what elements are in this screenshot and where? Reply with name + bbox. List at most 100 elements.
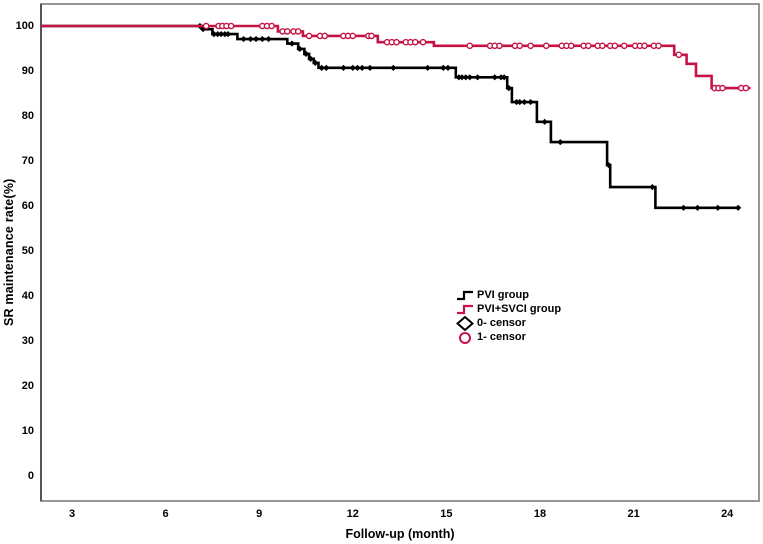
y-tick-label: 80 xyxy=(21,110,34,122)
diamond-censor-mark xyxy=(505,85,512,92)
y-tick-label: 0 xyxy=(27,470,34,482)
circle-legend-glyph-icon xyxy=(459,331,471,344)
diamond-censor-mark xyxy=(210,31,218,38)
diamond-censor-mark xyxy=(302,50,310,57)
diamond-censor-mark xyxy=(444,64,452,71)
diamond-censor-mark xyxy=(605,161,612,169)
diamond-legend-glyph-icon xyxy=(456,315,475,331)
diamond-censor-mark xyxy=(296,45,303,53)
y-tick-label: 50 xyxy=(21,245,34,257)
diamond-censor-mark xyxy=(247,35,254,43)
diamond-censor-mark xyxy=(491,74,498,81)
legend-item-1-censor: 1- censor xyxy=(456,330,561,344)
legend-item-0-censor: 0- censor xyxy=(456,315,561,331)
circle-censor-mark xyxy=(349,32,357,40)
diamond-censor-mark xyxy=(359,64,366,71)
diamond-censor-mark xyxy=(214,31,221,38)
legend-label: 1- censor xyxy=(477,331,526,343)
circle-censor-mark xyxy=(585,42,592,50)
circle-censor-mark xyxy=(655,42,662,50)
circle-censor-mark xyxy=(294,28,302,35)
diamond-censor-mark xyxy=(265,35,272,43)
circle-censor-mark xyxy=(202,22,210,30)
x-axis-title: Follow-up (month) xyxy=(345,527,455,541)
circle-censor-mark xyxy=(368,32,375,40)
circle-censor-mark xyxy=(675,51,683,59)
x-tick-label: 12 xyxy=(346,508,359,520)
diamond-censor-mark xyxy=(366,64,374,71)
diamond-censor-mark xyxy=(455,74,462,81)
diamond-censor-mark xyxy=(312,59,319,66)
step-legend-glyph-icon xyxy=(457,290,473,300)
diamond-censor-mark xyxy=(527,98,534,106)
diamond-censor-mark xyxy=(354,64,361,71)
circle-censor-mark xyxy=(567,42,575,50)
diamond-censor-mark xyxy=(513,98,520,106)
x-tick-label: 6 xyxy=(162,508,169,520)
diamond-censor-mark xyxy=(466,74,473,81)
x-tick-label: 24 xyxy=(721,508,734,520)
circle-censor-mark xyxy=(542,42,550,50)
diamond-censor-mark xyxy=(474,74,481,81)
legend-item-pvi-svci-group: PVI+SVCI group xyxy=(456,302,561,316)
y-tick-label: 30 xyxy=(21,335,34,347)
diamond-censor-mark xyxy=(501,74,508,81)
legend-label: PVI+SVCI group xyxy=(477,303,562,315)
circle-censor-mark xyxy=(611,42,619,50)
diamond-censor-mark xyxy=(516,98,523,106)
y-tick-label: 100 xyxy=(15,20,34,32)
diamond-censor-mark xyxy=(323,64,330,71)
diamond-censor-mark xyxy=(307,55,314,62)
plot-area xyxy=(40,3,760,502)
circle-censor-mark xyxy=(283,28,291,35)
y-tick-label: 20 xyxy=(21,380,34,392)
legend-label: 0- censor xyxy=(477,317,526,329)
diamond-censor-mark xyxy=(221,31,228,38)
y-tick-label: 70 xyxy=(21,155,34,167)
diamond-censor-mark xyxy=(521,98,528,106)
circle-censor-mark xyxy=(305,32,313,40)
diamond-censor-mark xyxy=(714,204,721,211)
diamond-censor-mark xyxy=(541,118,548,125)
legend: PVI group PVI+SVCI group 0- censor 1- censo… xyxy=(456,288,561,344)
diamond-censor-mark xyxy=(735,204,742,211)
diamond-censor-mark xyxy=(462,74,469,81)
circle-censor-mark xyxy=(466,42,474,50)
step-legend-glyph-icon xyxy=(457,304,473,314)
diamond-censor-mark xyxy=(349,64,356,71)
y-tick-label: 10 xyxy=(21,425,34,437)
diamond-censor-mark xyxy=(424,64,431,71)
circle-censor-mark xyxy=(516,42,524,50)
y-tick-label: 60 xyxy=(21,200,34,212)
diamond-censor-mark xyxy=(694,204,701,211)
y-tick-label: 40 xyxy=(21,290,34,302)
x-tick-label: 21 xyxy=(627,508,640,520)
diamond-censor-mark xyxy=(318,64,325,71)
diamond-censor-mark xyxy=(390,64,397,71)
circle-censor-mark xyxy=(411,38,419,46)
x-tick-label: 3 xyxy=(68,508,76,520)
y-tick-label: 90 xyxy=(21,65,34,77)
diamond-censor-mark xyxy=(259,35,266,43)
x-tick-label: 18 xyxy=(533,508,547,520)
diamond-censor-mark xyxy=(649,184,656,191)
diamond-censor-mark xyxy=(458,74,466,81)
legend-item-pvi-group: PVI group xyxy=(456,288,561,302)
circle-censor-mark xyxy=(599,42,606,50)
diamond-censor-mark xyxy=(440,64,447,71)
plot-frame xyxy=(40,3,760,502)
circle-censor-mark xyxy=(527,42,534,50)
x-tick-label: 9 xyxy=(256,508,263,520)
diamond-censor-mark xyxy=(680,204,687,211)
diamond-censor-mark xyxy=(224,31,232,38)
x-tick-label: 15 xyxy=(440,508,453,520)
diamond-censor-mark xyxy=(199,26,207,33)
circle-censor-mark xyxy=(393,38,400,46)
circle-censor-mark xyxy=(719,84,726,92)
circle-censor-mark xyxy=(321,32,329,40)
circle-censor-mark xyxy=(641,42,648,50)
diamond-censor-mark xyxy=(557,139,564,146)
diamond-censor-mark xyxy=(340,64,347,71)
circle-censor-mark xyxy=(496,42,503,50)
diamond-censor-mark xyxy=(240,35,247,43)
